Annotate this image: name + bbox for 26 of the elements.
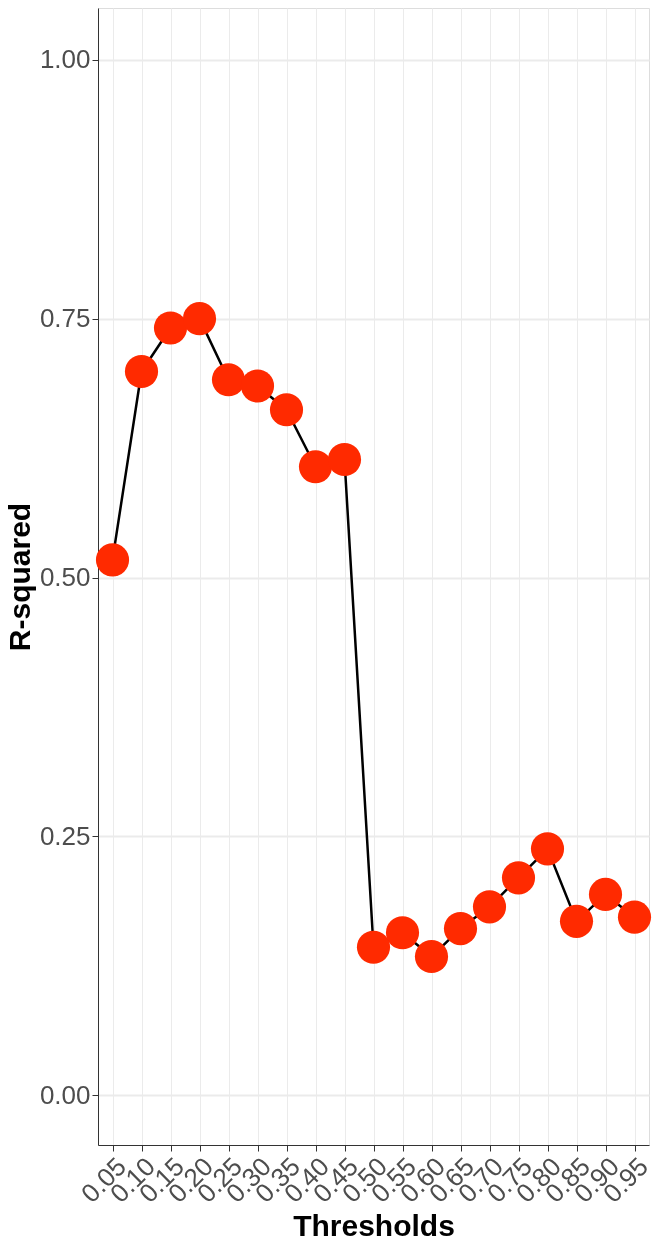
point [356,930,391,964]
point [240,369,275,403]
point [211,363,246,397]
point [124,354,159,389]
point [617,900,652,934]
y-tick-label: 0.75 [39,303,91,334]
x-axis-title: Thresholds [293,1208,455,1242]
point [530,832,565,866]
point [385,916,420,950]
point [269,393,304,427]
point [588,877,623,911]
point [153,311,188,345]
point [95,543,130,577]
y-tick-label: 0.00 [39,1079,91,1110]
y-tick-label: 0.25 [39,820,91,851]
point [472,890,507,924]
point [298,450,333,484]
point [559,904,594,938]
y-tick-label: 0.50 [39,562,91,593]
point [443,912,478,946]
y-tick-label: 1.00 [39,44,91,75]
point [182,302,217,336]
y-axis-title: R-squared [2,502,36,652]
point [501,861,536,895]
point [414,939,449,974]
point [327,442,362,477]
